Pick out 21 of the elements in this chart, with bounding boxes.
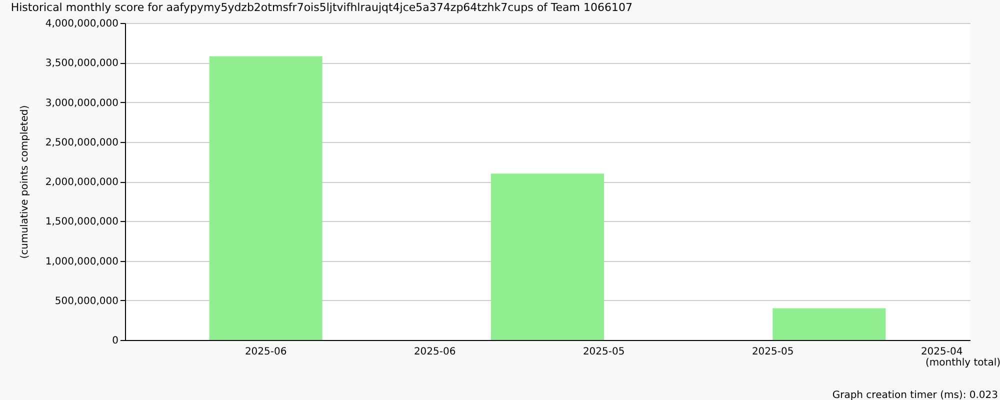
chart-title: Historical monthly score for aafypymy5ydzb2otmsfr7ois5ljtvifhlraujqt4jce5a374zp64tzhk7cups of Team 1066107 — [10, 1, 632, 14]
y-tick-label: 500,000,000 — [54, 296, 118, 307]
y-axis-title: (cumulative points completed) — [19, 105, 30, 259]
y-tick-label: 2,500,000,000 — [45, 137, 118, 148]
bar — [772, 308, 886, 340]
x-tick-label: 2025-04 — [920, 346, 963, 358]
x-tick-label: 2025-06 — [244, 346, 287, 358]
y-tick-label: 1,500,000,000 — [45, 216, 118, 228]
bar — [491, 174, 604, 340]
y-tick-label: 0 — [112, 336, 118, 346]
x-tick-label: 2025-06 — [414, 346, 456, 358]
text: Graph creation timer (ms): 0.023 — [832, 390, 998, 400]
y-tick-label: 1,000,000,000 — [45, 256, 118, 268]
x-axis-title: (monthly total) — [926, 358, 1000, 368]
y-tick-label: 3,000,000,000 — [45, 98, 118, 109]
x-tick-label: 2025-05 — [752, 346, 794, 358]
y-tick-label: 4,000,000,000 — [45, 18, 118, 30]
y-tick-label: 2,000,000,000 — [45, 177, 118, 188]
x-tick-label: 2025-05 — [582, 346, 625, 358]
bar — [209, 56, 322, 340]
y-tick-label: 3,500,000,000 — [45, 58, 118, 70]
